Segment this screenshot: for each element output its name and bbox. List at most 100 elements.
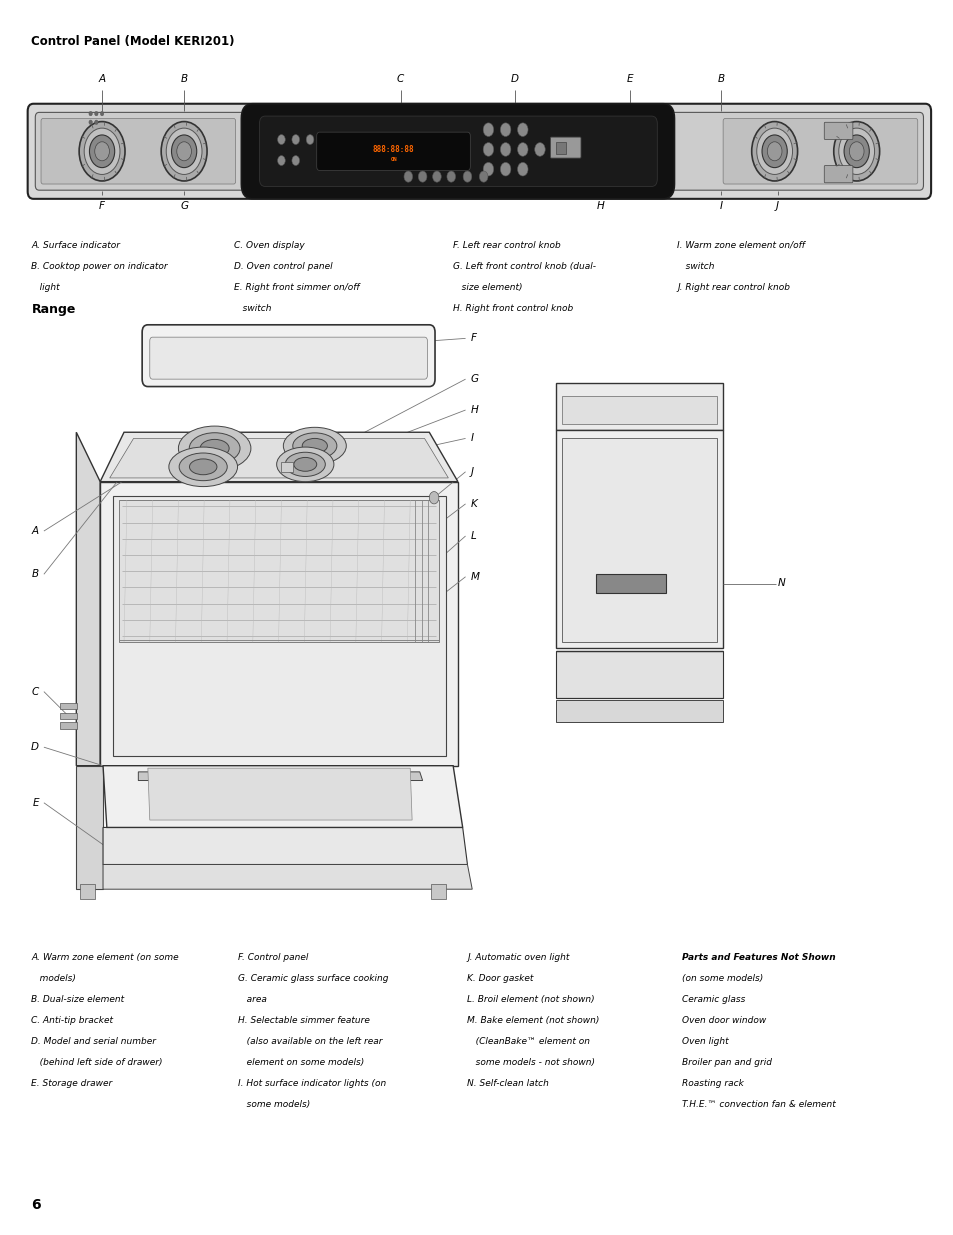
Bar xyxy=(561,438,717,642)
Circle shape xyxy=(94,142,110,161)
Bar xyxy=(60,713,77,719)
Text: N: N xyxy=(777,578,784,588)
Circle shape xyxy=(499,142,511,157)
Text: (also available on the left rear: (also available on the left rear xyxy=(238,1037,382,1046)
Circle shape xyxy=(843,135,868,168)
Polygon shape xyxy=(103,864,472,889)
Bar xyxy=(556,700,722,722)
Text: Broiler pan and grid: Broiler pan and grid xyxy=(681,1058,771,1067)
FancyBboxPatch shape xyxy=(241,104,674,199)
Circle shape xyxy=(161,121,207,182)
Circle shape xyxy=(482,162,494,175)
Text: B: B xyxy=(180,74,188,84)
Circle shape xyxy=(306,135,314,144)
Text: size element): size element) xyxy=(453,283,522,291)
Circle shape xyxy=(94,120,98,125)
FancyBboxPatch shape xyxy=(316,132,470,170)
Text: models): models) xyxy=(31,974,76,983)
Ellipse shape xyxy=(169,447,237,487)
Circle shape xyxy=(404,172,412,182)
Circle shape xyxy=(166,128,202,174)
Circle shape xyxy=(499,162,511,175)
Text: Oven door window: Oven door window xyxy=(681,1016,765,1025)
Text: Oven light: Oven light xyxy=(681,1037,728,1046)
Text: ON: ON xyxy=(390,157,396,163)
FancyBboxPatch shape xyxy=(142,325,435,387)
Ellipse shape xyxy=(276,447,334,482)
Polygon shape xyxy=(138,772,422,781)
Text: F. Left rear control knob: F. Left rear control knob xyxy=(453,241,560,249)
Bar xyxy=(431,884,446,899)
Bar xyxy=(60,703,77,709)
Bar xyxy=(556,142,565,154)
Polygon shape xyxy=(76,766,103,889)
Circle shape xyxy=(277,156,285,165)
Text: element on some models): element on some models) xyxy=(238,1058,364,1067)
Circle shape xyxy=(172,135,196,168)
FancyBboxPatch shape xyxy=(823,165,852,183)
Circle shape xyxy=(534,142,544,157)
Text: B: B xyxy=(32,569,39,579)
Text: D. Model and serial number: D. Model and serial number xyxy=(31,1037,156,1046)
Circle shape xyxy=(94,111,98,116)
Circle shape xyxy=(292,156,299,165)
Text: K: K xyxy=(470,499,476,509)
Circle shape xyxy=(517,162,528,175)
Polygon shape xyxy=(110,438,448,478)
Circle shape xyxy=(482,142,494,157)
Circle shape xyxy=(766,142,781,161)
Text: G: G xyxy=(180,201,188,211)
Text: F. Control panel: F. Control panel xyxy=(238,953,309,962)
Text: J. Automatic oven light: J. Automatic oven light xyxy=(467,953,569,962)
Ellipse shape xyxy=(285,452,325,477)
Text: E. Right front simmer on/off: E. Right front simmer on/off xyxy=(233,283,359,291)
Text: L. Broil element (not shown): L. Broil element (not shown) xyxy=(467,995,595,1004)
Text: switch: switch xyxy=(677,262,714,270)
Circle shape xyxy=(429,492,438,504)
Text: B. Cooktop power on indicator: B. Cooktop power on indicator xyxy=(31,262,168,270)
Bar xyxy=(556,383,722,430)
Text: some models - not shown): some models - not shown) xyxy=(467,1058,595,1067)
Circle shape xyxy=(482,124,494,137)
FancyBboxPatch shape xyxy=(28,104,930,199)
Text: light: light xyxy=(31,283,60,291)
Text: C. Anti-tip bracket: C. Anti-tip bracket xyxy=(31,1016,113,1025)
Text: G: G xyxy=(470,374,477,384)
Text: E: E xyxy=(626,74,632,84)
Text: D: D xyxy=(511,74,518,84)
Circle shape xyxy=(89,111,92,116)
Text: I. Warm zone element on/off: I. Warm zone element on/off xyxy=(677,241,804,249)
Ellipse shape xyxy=(179,453,227,480)
Ellipse shape xyxy=(190,459,216,474)
FancyBboxPatch shape xyxy=(259,116,657,186)
Text: C: C xyxy=(31,687,39,697)
Text: E. Storage drawer: E. Storage drawer xyxy=(31,1079,112,1088)
Circle shape xyxy=(277,135,285,144)
Polygon shape xyxy=(100,432,457,482)
Ellipse shape xyxy=(283,427,346,464)
Text: M. Bake element (not shown): M. Bake element (not shown) xyxy=(467,1016,599,1025)
Ellipse shape xyxy=(200,440,229,457)
Text: H: H xyxy=(470,405,477,415)
Text: Roasting rack: Roasting rack xyxy=(681,1079,743,1088)
Text: Control Panel (Model KERI201): Control Panel (Model KERI201) xyxy=(31,35,234,48)
Bar xyxy=(596,574,665,593)
Text: L: L xyxy=(470,531,476,541)
FancyBboxPatch shape xyxy=(550,137,580,158)
Text: switch: switch xyxy=(233,304,271,312)
Text: (CleanBake™ element on: (CleanBake™ element on xyxy=(467,1037,590,1046)
Ellipse shape xyxy=(189,432,240,464)
FancyBboxPatch shape xyxy=(823,122,852,140)
Text: H. Right front control knob: H. Right front control knob xyxy=(453,304,573,312)
Text: A. Warm zone element (on some: A. Warm zone element (on some xyxy=(31,953,179,962)
Polygon shape xyxy=(103,766,462,827)
Circle shape xyxy=(292,135,299,144)
Circle shape xyxy=(446,172,455,182)
Text: K. Door gasket: K. Door gasket xyxy=(467,974,534,983)
Ellipse shape xyxy=(178,426,251,471)
Circle shape xyxy=(833,121,879,182)
Bar xyxy=(60,722,77,729)
Bar xyxy=(556,430,722,648)
Text: J: J xyxy=(775,201,779,211)
Bar xyxy=(112,496,446,756)
